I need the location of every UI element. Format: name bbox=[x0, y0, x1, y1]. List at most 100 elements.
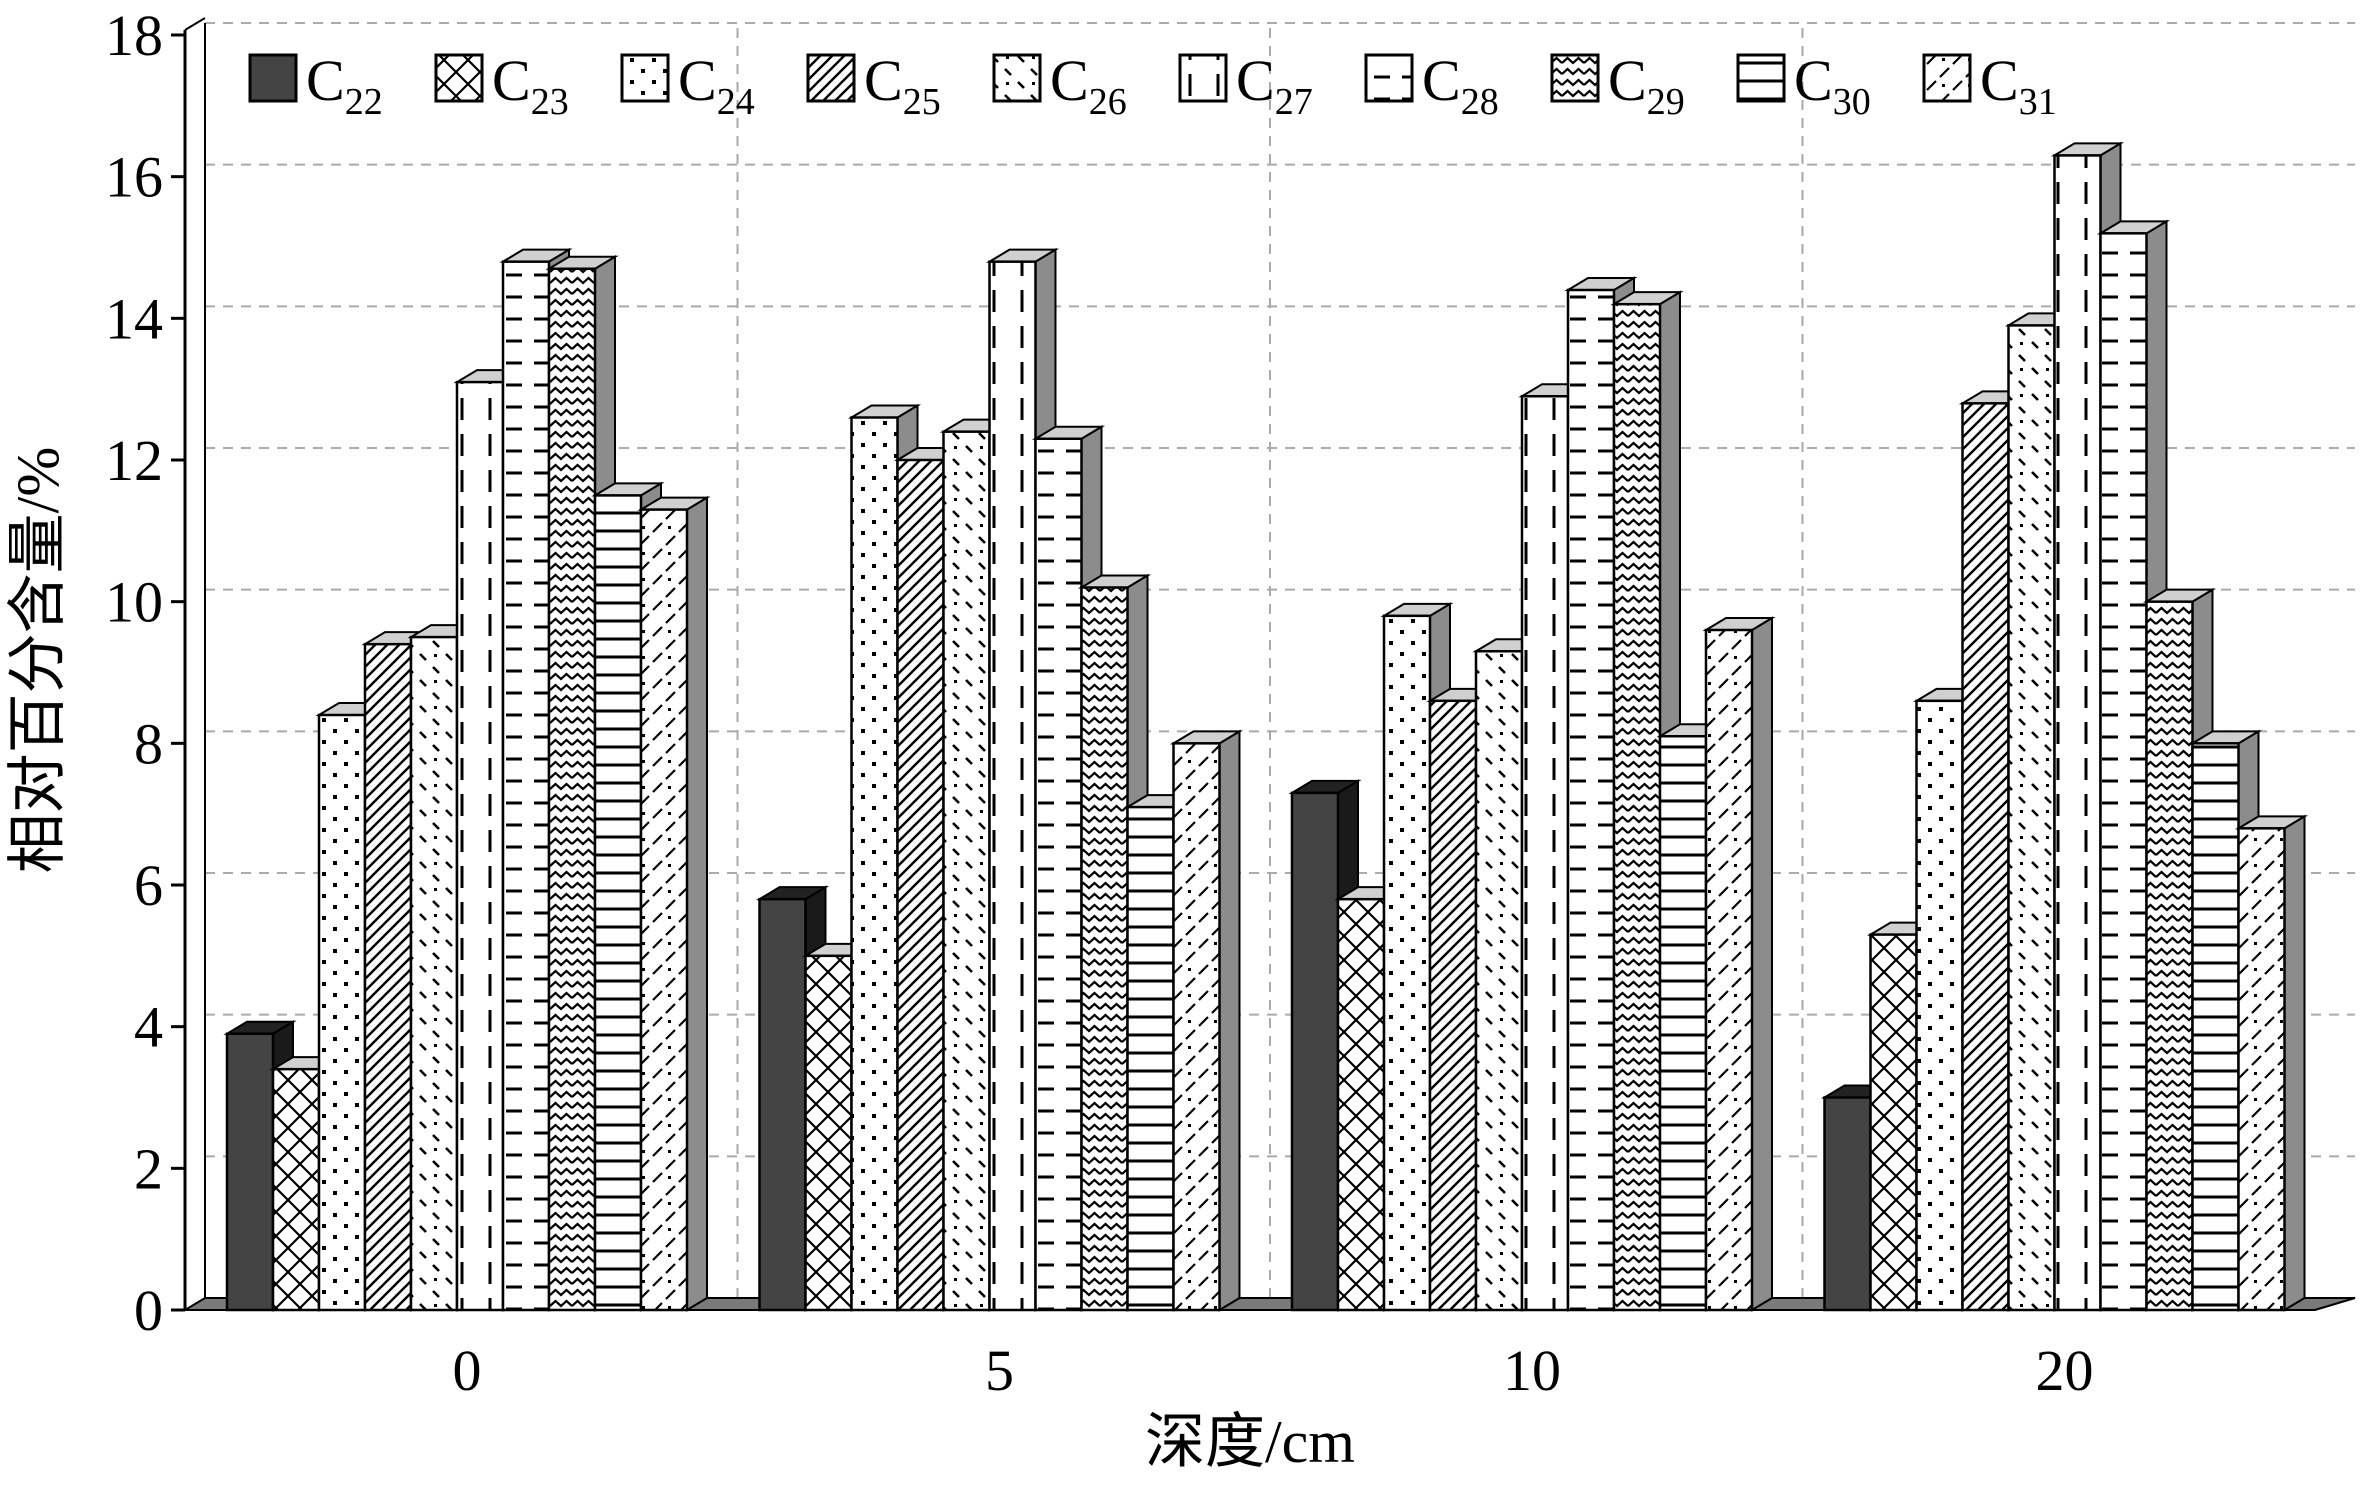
axes bbox=[171, 17, 206, 1312]
y-tick-label: 6 bbox=[134, 853, 163, 918]
bar-front bbox=[639, 508, 689, 1312]
bar-front bbox=[1126, 805, 1175, 1312]
bar-front bbox=[1474, 650, 1524, 1312]
legend-swatch bbox=[1178, 53, 1228, 103]
x-tick-label: 20 bbox=[2036, 1338, 2094, 1403]
bar-front bbox=[1704, 628, 1754, 1312]
bar-front bbox=[1034, 437, 1083, 1312]
legend: C22 C23 C24 C25 C26 C27 C28 C29 C30 C31 bbox=[248, 48, 2057, 123]
legend-label: C30 bbox=[1794, 48, 1871, 123]
bar-front bbox=[1290, 791, 1340, 1312]
bar-front bbox=[2237, 827, 2286, 1312]
y-tick-label: 14 bbox=[105, 286, 163, 351]
bar-front bbox=[225, 1032, 275, 1312]
bar-front bbox=[896, 458, 945, 1312]
bars bbox=[223, 141, 2309, 1312]
bar-front bbox=[850, 416, 899, 1312]
bar-front bbox=[1172, 742, 1221, 1312]
top-edge bbox=[184, 17, 206, 31]
legend-item-C28: C28 bbox=[1364, 48, 1499, 123]
bar-front bbox=[1915, 699, 1964, 1312]
bar-front bbox=[1428, 699, 1478, 1312]
bar-front bbox=[455, 380, 505, 1312]
legend-label: C25 bbox=[864, 48, 941, 123]
bar-C31-5 bbox=[1169, 729, 1244, 1312]
legend-label: C31 bbox=[1980, 48, 2057, 123]
x-tick-label: 5 bbox=[985, 1338, 1014, 1403]
bar-front bbox=[1823, 1096, 1872, 1312]
bar-front bbox=[2053, 154, 2102, 1312]
bar-side bbox=[1751, 616, 1773, 1312]
bar-front bbox=[1080, 586, 1129, 1312]
bar-side bbox=[686, 495, 708, 1312]
bar-side bbox=[1218, 729, 1241, 1312]
legend-item-C29: C29 bbox=[1550, 48, 1685, 123]
y-tick-label: 0 bbox=[134, 1278, 163, 1343]
legend-swatch bbox=[620, 53, 670, 103]
y-tick-label: 12 bbox=[105, 428, 163, 493]
bar-front bbox=[363, 642, 413, 1312]
y-tick-label: 2 bbox=[134, 1136, 163, 1201]
legend-swatch bbox=[1736, 53, 1786, 103]
y-tick-label: 10 bbox=[105, 570, 163, 635]
legend-label: C22 bbox=[306, 48, 383, 123]
legend-swatch bbox=[992, 53, 1042, 103]
bar-side bbox=[2283, 814, 2306, 1312]
tick-labels: 0 2 4 6 8 10 12 14 16 18 0 5 10 20 bbox=[105, 3, 2094, 1403]
y-axis-title: 相对百分含量/% bbox=[5, 447, 71, 874]
bar-front bbox=[409, 635, 459, 1312]
bar-front bbox=[1336, 897, 1386, 1312]
legend-item-C24: C24 bbox=[620, 48, 755, 123]
bar-front bbox=[317, 713, 367, 1312]
bar-front bbox=[271, 1067, 321, 1312]
bar-front bbox=[2145, 600, 2194, 1312]
bar-front bbox=[1658, 735, 1708, 1312]
legend-label: C23 bbox=[492, 48, 569, 123]
legend-label: C28 bbox=[1422, 48, 1499, 123]
legend-label: C24 bbox=[678, 48, 755, 123]
bar-front bbox=[758, 897, 807, 1312]
bar-front bbox=[1382, 614, 1432, 1312]
bar-C31-0 bbox=[637, 495, 711, 1312]
bar-front bbox=[1612, 302, 1662, 1312]
x-tick-label: 0 bbox=[453, 1338, 482, 1403]
x-tick-label: 10 bbox=[1503, 1338, 1561, 1403]
legend-item-C26: C26 bbox=[992, 48, 1127, 123]
bar-front bbox=[501, 260, 551, 1312]
legend-label: C29 bbox=[1608, 48, 1685, 123]
legend-label: C26 bbox=[1050, 48, 1127, 123]
bar-C31-20 bbox=[2234, 814, 2309, 1312]
legend-item-C31: C31 bbox=[1922, 48, 2057, 123]
bar-front bbox=[942, 430, 991, 1312]
bar-front bbox=[988, 260, 1037, 1312]
legend-swatch bbox=[248, 53, 298, 103]
legend-swatch bbox=[1550, 53, 1600, 103]
legend-item-C30: C30 bbox=[1736, 48, 1871, 123]
bar-front bbox=[1520, 395, 1570, 1312]
legend-item-C27: C27 bbox=[1178, 48, 1313, 123]
y-tick-label: 18 bbox=[105, 3, 163, 68]
legend-swatch bbox=[806, 53, 856, 103]
bar-front bbox=[2191, 742, 2240, 1312]
legend-swatch bbox=[434, 53, 484, 103]
legend-item-C25: C25 bbox=[806, 48, 941, 123]
legend-swatch bbox=[1364, 53, 1414, 103]
legend-swatch bbox=[1922, 53, 1972, 103]
bar-front bbox=[2099, 232, 2148, 1312]
bar-front bbox=[593, 494, 643, 1312]
bar-front bbox=[1566, 288, 1616, 1312]
bar-front bbox=[804, 954, 853, 1312]
x-axis-title: 深度/cm bbox=[1145, 1409, 1355, 1475]
bar-front bbox=[1961, 402, 2010, 1312]
legend-label: C27 bbox=[1236, 48, 1313, 123]
y-tick-label: 16 bbox=[105, 145, 163, 210]
bar-C31-10 bbox=[1702, 616, 1776, 1312]
bar-front bbox=[547, 267, 597, 1312]
legend-item-C22: C22 bbox=[248, 48, 383, 123]
bar-front bbox=[1869, 933, 1918, 1312]
bar-front bbox=[2007, 324, 2056, 1312]
y-tick-label: 4 bbox=[134, 995, 163, 1060]
legend-item-C23: C23 bbox=[434, 48, 569, 123]
y-tick-label: 8 bbox=[134, 711, 163, 776]
